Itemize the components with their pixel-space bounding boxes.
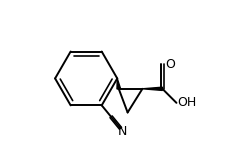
Polygon shape	[117, 78, 121, 89]
Polygon shape	[142, 87, 162, 90]
Text: OH: OH	[177, 96, 196, 109]
Text: N: N	[118, 125, 127, 138]
Text: O: O	[165, 58, 175, 71]
